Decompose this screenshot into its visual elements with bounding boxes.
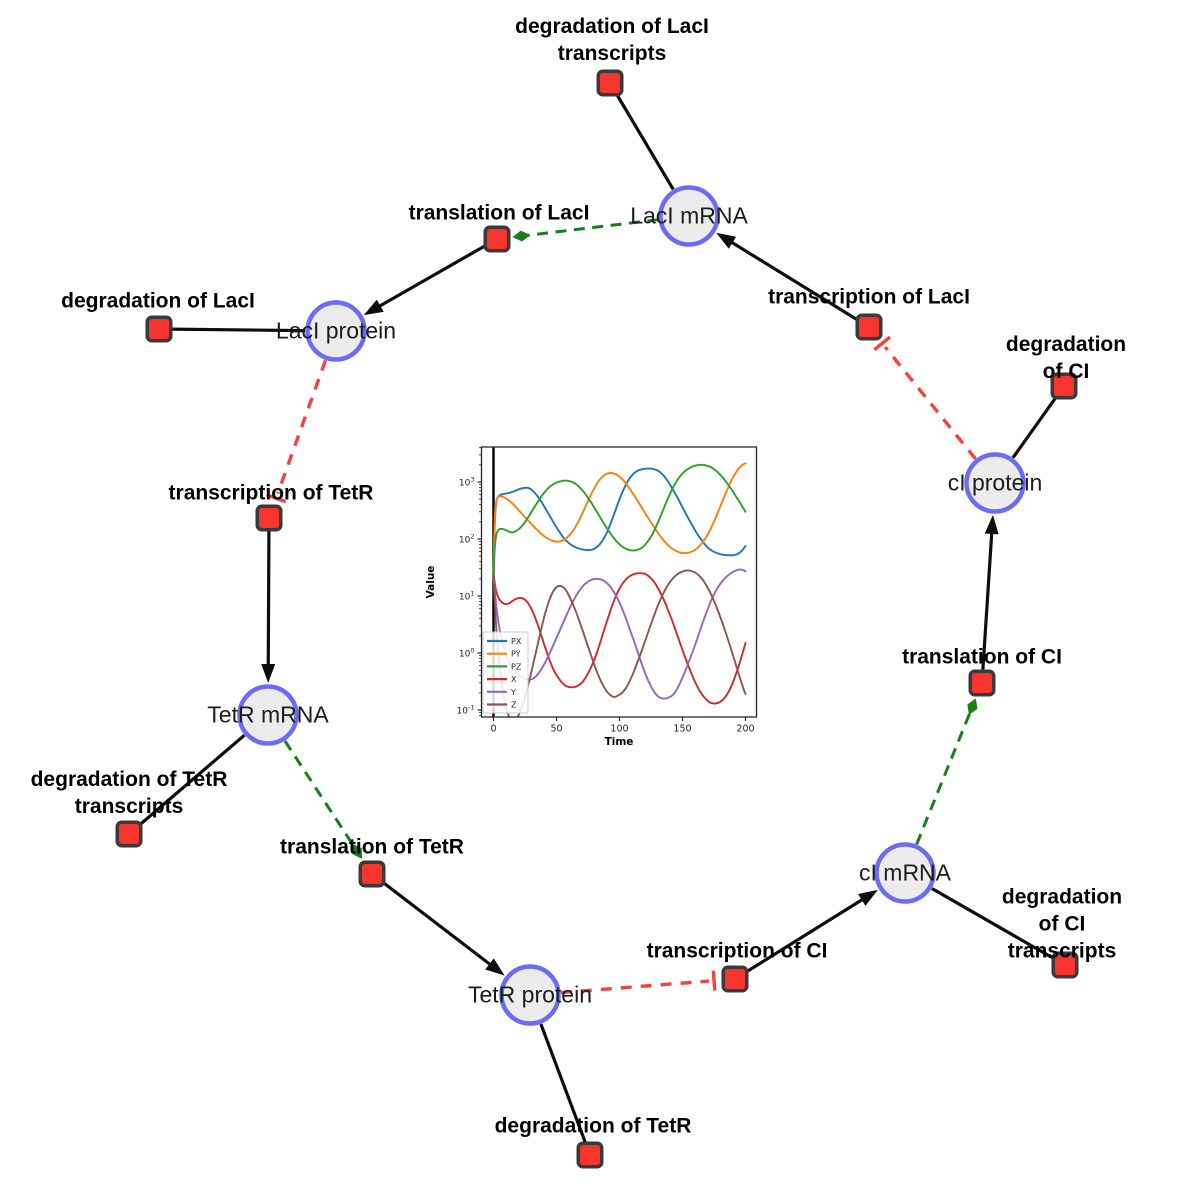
series-line-PZ bbox=[492, 463, 747, 578]
reaction-node-transcription-tetr[interactable] bbox=[255, 504, 283, 532]
y-tick-label: 103 bbox=[459, 476, 475, 489]
x-tick-label: 100 bbox=[610, 724, 628, 735]
x-tick-label: 200 bbox=[736, 724, 754, 735]
edge-production-transcription-ci-to-ci-mrna bbox=[734, 894, 869, 981]
reaction-node-deg-ci[interactable] bbox=[1050, 372, 1078, 400]
series-line-Z bbox=[492, 569, 747, 717]
series-line-PY bbox=[492, 462, 747, 575]
plot-legend: PX PY PZ XYZ bbox=[482, 631, 529, 714]
species-node-ci-mrna[interactable] bbox=[874, 842, 936, 904]
edge-production-translation-tetr-to-tetr-protein bbox=[371, 872, 497, 970]
reaction-node-deg-laci[interactable] bbox=[145, 315, 173, 343]
production-arrowhead-icon bbox=[984, 514, 999, 535]
reaction-node-translation-ci[interactable] bbox=[968, 669, 996, 697]
series-line-X bbox=[492, 572, 747, 705]
modifier-arrowhead-icon bbox=[352, 843, 363, 859]
edge-modifier-laci-mrna-to-translation-laci bbox=[526, 218, 659, 237]
x-tick-label: 150 bbox=[673, 724, 691, 735]
reaction-node-transcription-laci[interactable] bbox=[855, 313, 883, 341]
legend-label-PY: PY bbox=[511, 650, 521, 659]
edge-consumption-laci-protein-to-deg-laci bbox=[158, 327, 306, 333]
legend-label-X: X bbox=[511, 675, 517, 684]
inhibition-tbar-icon bbox=[711, 970, 717, 991]
y-tick-label: 100 bbox=[459, 647, 475, 660]
y-tick-label: 101 bbox=[459, 590, 475, 603]
edge-consumption-tetr-protein-to-deg-tetr bbox=[539, 1023, 592, 1156]
edge-modifier-ci-mrna-to-translation-ci bbox=[915, 710, 972, 845]
species-node-laci-protein[interactable] bbox=[305, 300, 367, 362]
plot-axes-frame bbox=[480, 446, 758, 718]
edges-group bbox=[127, 82, 1066, 1156]
reaction-node-transcription-ci[interactable] bbox=[721, 965, 749, 993]
legend-label-Z: Z bbox=[511, 701, 517, 710]
edge-consumption-laci-mrna-to-deg-laci-transcripts bbox=[608, 82, 675, 191]
reaction-node-translation-laci[interactable] bbox=[483, 225, 511, 253]
edge-inhibition-ci-protein-to-transcription-laci bbox=[884, 346, 977, 460]
modifier-arrowhead-icon bbox=[512, 230, 531, 242]
legend-label-PZ: PZ bbox=[511, 662, 522, 671]
reaction-node-deg-tetr[interactable] bbox=[576, 1141, 604, 1169]
legend-label-PX: PX bbox=[511, 637, 522, 646]
species-node-laci-mrna[interactable] bbox=[658, 185, 720, 247]
reaction-node-deg-laci-transcripts[interactable] bbox=[596, 69, 624, 97]
inhibition-tbar-icon bbox=[873, 335, 892, 351]
plot-y-axis-label: Value bbox=[425, 566, 437, 599]
x-tick-label: 0 bbox=[490, 724, 496, 735]
production-arrowhead-icon bbox=[716, 232, 737, 249]
reaction-node-deg-tetr-transcripts[interactable] bbox=[115, 820, 143, 848]
species-node-tetr-protein[interactable] bbox=[499, 964, 561, 1026]
production-arrowhead-icon bbox=[858, 889, 878, 906]
production-arrowhead-icon bbox=[363, 299, 384, 316]
inhibition-tbar-icon bbox=[266, 493, 287, 504]
modifier-arrowhead-icon bbox=[967, 698, 978, 716]
reaction-node-translation-tetr[interactable] bbox=[358, 860, 386, 888]
legend-label-Y: Y bbox=[510, 688, 516, 697]
plot-x-axis-label: Time bbox=[605, 736, 634, 748]
nodes-group bbox=[115, 69, 1079, 1169]
y-tick-label: 10-1 bbox=[457, 704, 475, 717]
plot-series-group bbox=[492, 447, 747, 717]
species-node-tetr-mrna[interactable] bbox=[237, 684, 299, 746]
edge-inhibition-tetr-protein-to-transcription-ci bbox=[560, 979, 710, 995]
edge-production-transcription-tetr-to-tetr-mrna bbox=[266, 517, 271, 672]
x-tick-label: 50 bbox=[550, 724, 562, 735]
edge-consumption-tetr-mrna-to-deg-tetr-transcripts bbox=[127, 733, 246, 836]
production-arrowhead-icon bbox=[261, 663, 276, 684]
edge-production-translation-ci-to-ci-protein bbox=[980, 526, 994, 684]
species-node-ci-protein[interactable] bbox=[964, 452, 1026, 514]
edge-production-translation-laci-to-laci-protein bbox=[373, 237, 498, 311]
edge-production-transcription-laci-to-laci-mrna bbox=[725, 237, 870, 329]
edge-inhibition-laci-protein-to-transcription-tetr bbox=[276, 359, 328, 495]
production-arrowhead-icon bbox=[485, 958, 505, 976]
edge-consumption-ci-mrna-to-deg-ci-transcripts bbox=[931, 887, 1066, 967]
y-tick-label: 102 bbox=[459, 533, 475, 546]
edge-modifier-tetr-mrna-to-translation-tetr bbox=[283, 740, 356, 848]
reaction-node-deg-ci-transcripts[interactable] bbox=[1051, 951, 1079, 979]
